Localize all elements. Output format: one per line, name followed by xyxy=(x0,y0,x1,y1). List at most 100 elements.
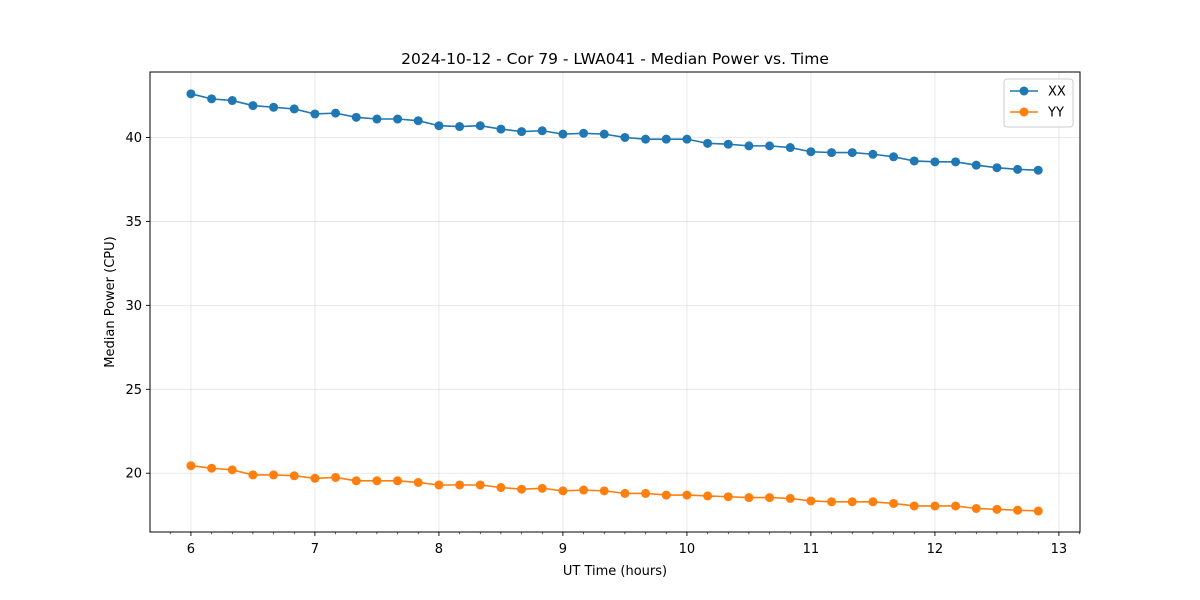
data-point-yy xyxy=(393,476,403,486)
data-point-yy xyxy=(289,471,299,481)
data-point-yy xyxy=(496,483,506,493)
x-tick-label: 12 xyxy=(927,542,944,557)
legend: XX YY xyxy=(1003,78,1074,128)
data-point-yy xyxy=(641,488,651,498)
x-minor-ticks xyxy=(169,532,1080,535)
data-point-yy xyxy=(909,501,919,511)
data-point-xx xyxy=(744,141,754,151)
data-point-yy xyxy=(971,504,981,513)
x-tick-label: 6 xyxy=(187,542,195,557)
data-point-yy xyxy=(765,493,775,503)
x-tick-label: 10 xyxy=(679,542,696,557)
legend-label-yy: YY xyxy=(1047,106,1064,121)
data-point-xx xyxy=(971,160,981,170)
data-point-xx xyxy=(537,126,547,136)
data-point-xx xyxy=(847,148,857,158)
data-point-xx xyxy=(372,114,382,124)
plot-frame xyxy=(149,71,1081,533)
data-point-yy xyxy=(537,483,547,493)
chart-title: 2024-10-12 - Cor 79 - LWA041 - Median Po… xyxy=(401,50,829,68)
data-point-yy xyxy=(558,486,568,496)
legend-marker-xx xyxy=(1019,86,1029,96)
data-point-xx xyxy=(186,89,196,99)
y-tick-label: 40 xyxy=(125,131,142,146)
series-layer xyxy=(186,89,1043,516)
data-point-yy xyxy=(517,484,527,494)
y-tick-label: 20 xyxy=(125,467,142,482)
legend-entry-xx: XX xyxy=(1010,85,1066,100)
legend-label-xx: XX xyxy=(1048,85,1066,100)
data-point-xx xyxy=(1013,164,1023,174)
data-point-yy xyxy=(579,485,589,495)
data-point-yy xyxy=(682,490,692,500)
data-point-yy xyxy=(847,497,857,507)
data-point-xx xyxy=(765,141,775,151)
data-point-xx xyxy=(661,134,671,144)
data-point-xx xyxy=(207,94,217,104)
x-tick-label: 11 xyxy=(803,542,820,557)
legend-entry-yy: YY xyxy=(1010,106,1064,121)
data-point-xx xyxy=(310,109,320,119)
data-point-yy xyxy=(269,470,279,480)
data-point-yy xyxy=(455,480,465,490)
data-point-yy xyxy=(785,493,795,503)
y-tick-label: 25 xyxy=(125,383,142,398)
data-point-xx xyxy=(785,143,795,153)
data-point-xx xyxy=(703,138,713,148)
data-point-xx xyxy=(951,157,961,167)
y-axis-label: Median Power (CPU) xyxy=(103,236,118,367)
data-point-xx xyxy=(496,124,506,134)
x-tick-label: 13 xyxy=(1051,542,1068,557)
data-point-yy xyxy=(599,486,609,496)
data-point-yy xyxy=(434,480,444,490)
y-axis-ticks: 20 25 30 35 40 xyxy=(125,131,150,482)
data-point-yy xyxy=(227,465,237,475)
data-point-xx xyxy=(434,121,444,131)
data-point-xx xyxy=(269,102,279,112)
grid xyxy=(150,72,1080,532)
legend-marker-yy xyxy=(1019,107,1029,117)
data-point-xx xyxy=(455,122,465,132)
data-point-xx xyxy=(930,157,940,167)
data-point-yy xyxy=(951,501,961,511)
data-point-xx xyxy=(868,149,878,159)
data-point-yy xyxy=(744,493,754,503)
x-axis-label: UT Time (hours) xyxy=(563,564,667,579)
data-point-yy xyxy=(930,501,940,511)
data-point-xx xyxy=(806,147,816,157)
data-point-yy xyxy=(310,473,320,483)
data-point-xx xyxy=(558,129,568,139)
data-point-xx xyxy=(599,129,609,139)
data-point-xx xyxy=(889,152,899,162)
data-point-xx xyxy=(227,96,237,106)
data-point-yy xyxy=(331,472,341,482)
y-tick-label: 30 xyxy=(125,299,142,314)
x-axis-ticks: 6 7 8 9 10 11 12 13 xyxy=(187,532,1067,557)
data-point-xx xyxy=(289,104,299,114)
x-tick-label: 8 xyxy=(435,542,443,557)
data-point-xx xyxy=(909,156,919,166)
x-tick-label: 7 xyxy=(311,542,319,557)
data-point-yy xyxy=(207,463,217,473)
data-point-xx xyxy=(1033,165,1043,175)
data-point-yy xyxy=(372,476,382,486)
data-point-xx xyxy=(413,116,423,126)
data-point-xx xyxy=(248,101,258,111)
series-yy xyxy=(186,461,1043,516)
data-point-xx xyxy=(992,163,1002,173)
data-point-xx xyxy=(682,134,692,144)
data-point-xx xyxy=(579,128,589,138)
series-xx xyxy=(186,89,1043,175)
data-point-yy xyxy=(248,470,258,480)
data-point-yy xyxy=(620,488,630,498)
y-tick-label: 35 xyxy=(125,215,142,230)
data-point-yy xyxy=(413,477,423,487)
data-point-yy xyxy=(703,491,713,501)
data-point-yy xyxy=(351,476,361,486)
data-point-xx xyxy=(475,121,485,131)
data-point-yy xyxy=(1013,505,1023,515)
data-point-yy xyxy=(889,498,899,508)
data-point-xx xyxy=(331,108,341,118)
data-point-yy xyxy=(186,461,196,471)
